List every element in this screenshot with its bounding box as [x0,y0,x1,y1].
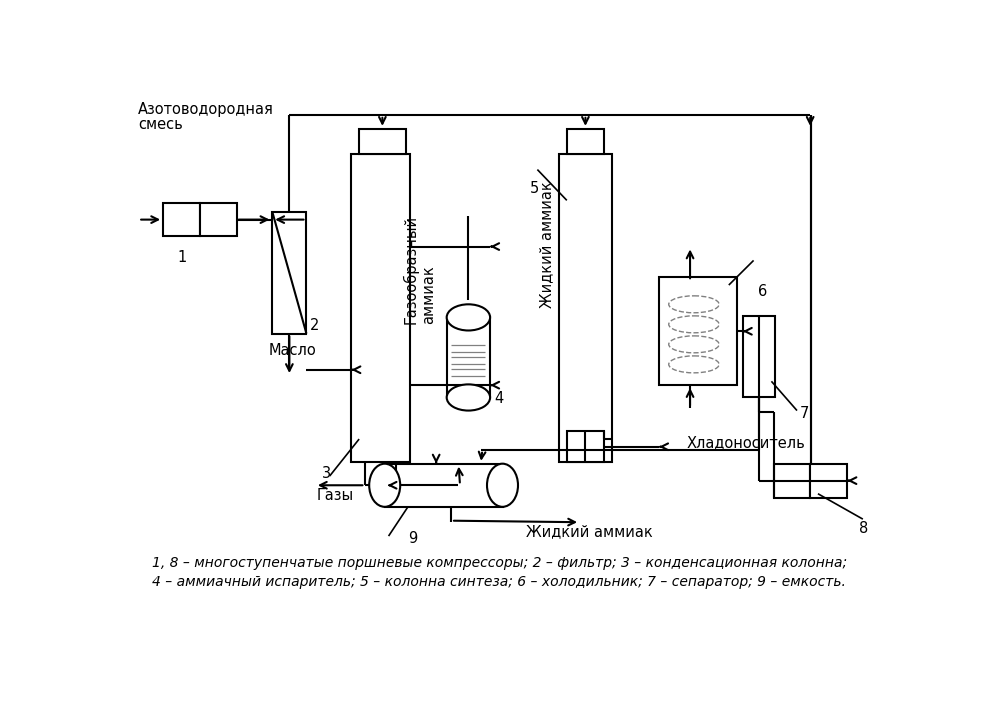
Text: 4 – аммиачный испаритель; 5 – колонна синтеза; 6 – холодильник; 7 – сепаратор; 9: 4 – аммиачный испаритель; 5 – колонна си… [152,575,846,590]
Text: 6: 6 [758,284,768,299]
Bar [659,277,736,385]
Text: 4: 4 [494,391,503,406]
Text: 3: 3 [322,466,331,481]
Text: Хладоноситель: Хладоноситель [686,435,805,450]
Ellipse shape [669,296,719,312]
Bar [567,431,604,462]
Bar [447,318,490,397]
Text: Жидкий аммиак: Жидкий аммиак [539,181,554,308]
Text: 2: 2 [310,318,320,333]
Bar [742,316,776,397]
Bar [774,464,810,498]
Bar [385,464,503,507]
Ellipse shape [447,384,490,410]
Text: 5: 5 [529,181,539,196]
Text: Газы: Газы [316,488,354,503]
Bar [200,204,238,235]
Bar [810,464,846,498]
Bar [352,154,410,462]
Bar [559,154,612,462]
Ellipse shape [669,336,719,353]
Text: смесь: смесь [138,117,183,132]
Text: 7: 7 [800,406,809,421]
Bar [359,129,406,154]
Ellipse shape [487,464,518,507]
Ellipse shape [669,316,719,333]
Bar [272,212,306,333]
Text: Азотоводородная: Азотоводородная [138,102,274,117]
Ellipse shape [369,464,401,507]
Text: Газообразный
аммиак: Газообразный аммиак [403,215,436,323]
Bar [567,129,604,154]
Text: Масло: Масло [268,343,316,358]
Text: 9: 9 [408,531,417,546]
Ellipse shape [669,356,719,373]
Text: 1: 1 [177,250,187,265]
Text: 1, 8 – многоступенчатые поршневые компрессоры; 2 – фильтр; 3 – конденсационная к: 1, 8 – многоступенчатые поршневые компре… [152,556,847,570]
Text: Жидкий аммиак: Жидкий аммиак [525,525,652,539]
Bar [163,204,200,235]
Text: 8: 8 [859,521,868,536]
Ellipse shape [447,305,490,330]
